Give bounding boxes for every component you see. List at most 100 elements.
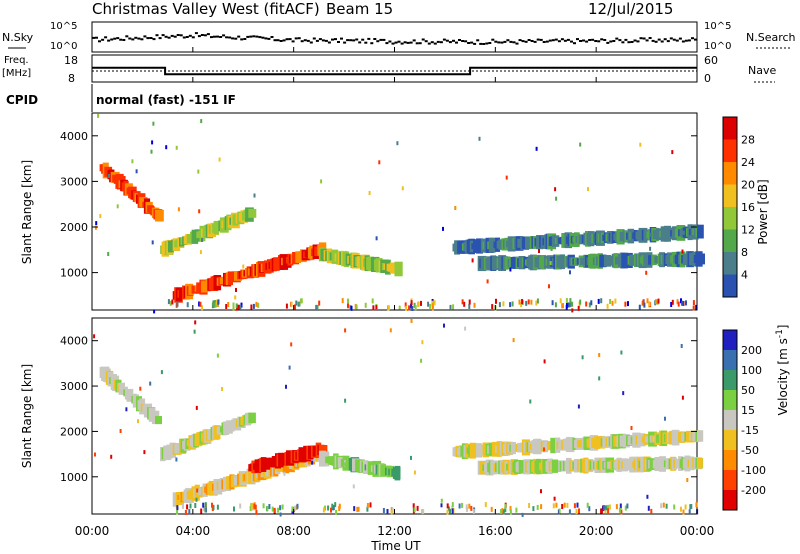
power-frame [91,112,698,311]
nsky-point [303,39,307,42]
scatter-cell [341,298,344,304]
scatter-cell [638,304,641,310]
nsky-point [361,38,365,41]
scatter-cell [463,301,466,307]
noise-cell [646,494,649,499]
nsky-point [452,39,455,42]
nsky-point [210,36,213,39]
beam-label: Beam 15 [326,0,393,18]
scatter-cell [563,502,566,508]
noise-cell [571,308,574,313]
scatter-cell [296,503,299,509]
scatter-cell [233,506,235,512]
scatter-cell [291,506,294,512]
scatter-cell [692,305,695,311]
nsky-point [621,41,625,44]
echo-cell [248,208,257,218]
nsky-point [194,32,198,35]
nsky-point [482,43,486,45]
noise-cell [352,484,355,489]
noise-cell [389,328,392,333]
scatter-cell [597,298,600,304]
scatter-cell [609,299,612,304]
scatter-cell [646,298,649,304]
noise-cell [201,238,204,242]
colorbar-tick-label: 24 [741,156,755,169]
nsky-point [143,35,147,38]
scatter-cell [201,305,204,311]
nsky-point [188,34,192,37]
noise-cell [396,141,399,146]
scatter-cell [490,506,493,512]
scatter-cell [576,502,579,508]
scatter-cell [684,504,687,510]
scatter-cell [273,507,276,513]
nsky-point [228,36,232,39]
nsearch-tick-top: 10^5 [704,21,731,32]
scatter-cell [515,507,518,513]
scatter-cell [577,305,580,311]
noise-cell [550,247,553,251]
noise-cell [344,398,347,403]
scatter-cell [268,504,271,509]
scatter-cell [255,509,258,515]
nsky-point [164,35,168,38]
nsky-point [225,36,229,39]
scatter-cell [665,503,668,509]
nsky-point [669,37,673,40]
nsky-point [400,42,404,45]
nsky-point [657,38,661,41]
colorbar-swatch [723,162,737,185]
noise-cell [368,191,371,195]
noise-cell [471,258,474,263]
nsky-point [95,36,98,39]
noise-cell [620,350,623,355]
scatter-cell [413,302,416,308]
nsky-point [388,40,392,43]
nsky-point [376,40,380,43]
scatter-cell [290,301,293,307]
scatter-cell [461,299,464,305]
noise-cell [622,391,625,396]
noise-cell [553,496,556,501]
nsky-point [612,40,616,42]
scatter-cell [559,298,562,304]
power-y-axis-label: Slant Range [km] [20,160,34,264]
colorbar-swatch [723,390,737,410]
noise-cell [320,179,323,184]
nsky-point [200,34,204,36]
noise-cell [478,136,481,141]
nsky-point [149,37,153,39]
echo-cell [155,209,164,222]
nsky-point [122,39,126,41]
scatter-cell [568,509,571,515]
scatter-cell [527,299,530,305]
scatter-cell [511,301,514,307]
scatter-cell [364,302,367,308]
scatter-cell [551,300,554,306]
noise-cell [199,250,202,255]
echo-cell [697,430,704,442]
colorbar-tick-label: -100 [741,464,766,477]
nsky-point [473,42,477,45]
noise-cell [509,267,512,272]
nsky-label: N.Sky [2,31,34,44]
scatter-cell [626,503,629,509]
scatter-cell [176,505,179,511]
noise-cell [198,209,201,214]
cpid-panel: CPID normal (fast) -151 IF [6,84,236,112]
noise-cell [200,119,203,124]
noise-cell [454,206,457,210]
nsky-point [645,39,649,42]
nsky-point [240,38,244,41]
scatter-cell [335,509,338,515]
nsky-point [694,38,697,41]
scatter-cell [540,504,543,510]
scatter-cell [213,302,216,308]
noise-cell [160,370,163,375]
scatter-cell [605,505,608,511]
nsky-point [101,38,105,41]
scatter-cell [608,504,611,510]
noise-cell [177,207,180,212]
